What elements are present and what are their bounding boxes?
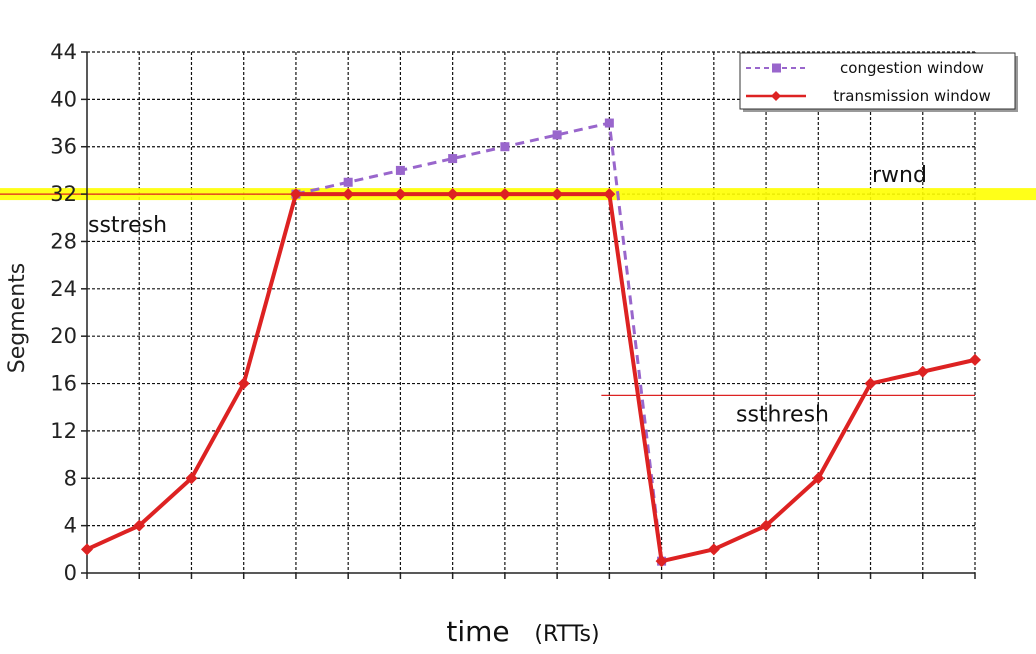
transmission-window-point (498, 188, 511, 201)
axes: 0 4 8 12 16 20 24 28 32 36 40 44 (50, 40, 976, 585)
y-tick-label: 28 (50, 229, 77, 253)
transmission-window-point (81, 543, 93, 556)
legend: congestion window transmission window (739, 52, 1018, 112)
series-group (81, 118, 981, 568)
y-tick-label: 36 (50, 135, 77, 159)
transmission-window-point (446, 188, 459, 201)
transmission-window-point (655, 555, 668, 568)
transmission-window-point (864, 377, 877, 390)
legend-label: congestion window (840, 59, 984, 77)
congestion-window-point (395, 165, 405, 175)
y-tick-label: 44 (50, 40, 77, 64)
transmission-window-line (86, 192, 976, 564)
transmission-window-point (916, 365, 929, 378)
transmission-window-point (237, 377, 250, 390)
transmission-window-point (707, 543, 720, 556)
ssthresh-annotation: ssthresh (736, 402, 829, 427)
transmission-window-point (185, 472, 198, 485)
transmission-window-point (969, 353, 981, 366)
transmission-window-point (394, 188, 407, 201)
congestion-window-point (604, 118, 614, 128)
congestion-window-point (552, 130, 562, 140)
legend-swatch-marker (772, 63, 781, 73)
transmission-window-point (289, 188, 302, 201)
congestion-window-point (343, 177, 353, 187)
congestion-window-point (500, 142, 510, 152)
legend-box (739, 52, 1016, 110)
grid (87, 51, 976, 573)
x-axis-unit: (RTTs) (534, 622, 599, 647)
congestion-window-point (448, 154, 458, 164)
transmission-window-point (342, 188, 355, 201)
y-tick-label: 8 (64, 466, 77, 490)
sstresh-annotation: sstresh (88, 213, 167, 238)
legend-label: transmission window (833, 87, 991, 105)
annotations: rwnd sstresh ssthresh (88, 163, 927, 427)
y-tick-label: 12 (50, 419, 77, 443)
y-tick-label: 24 (50, 277, 77, 301)
transmission-window-point (812, 472, 825, 485)
y-tick-label: 16 (50, 372, 77, 396)
y-tick-label: 40 (50, 87, 77, 111)
y-tick-label: 0 (64, 561, 77, 585)
transmission-window-point (133, 519, 146, 532)
y-tick-label: 20 (50, 324, 77, 348)
y-tick-label: 32 (50, 182, 77, 206)
legend-swatch-marker (771, 91, 781, 101)
y-tick-label: 4 (64, 514, 77, 538)
congestion-window-line (295, 121, 664, 562)
transmission-window-point (551, 188, 564, 201)
rwnd-annotation: rwnd (872, 163, 927, 188)
y-axis-label: Segments (5, 263, 30, 373)
transmission-window-point (603, 188, 616, 201)
x-axis-label: time (446, 615, 509, 648)
transmission-window-point (760, 519, 773, 532)
